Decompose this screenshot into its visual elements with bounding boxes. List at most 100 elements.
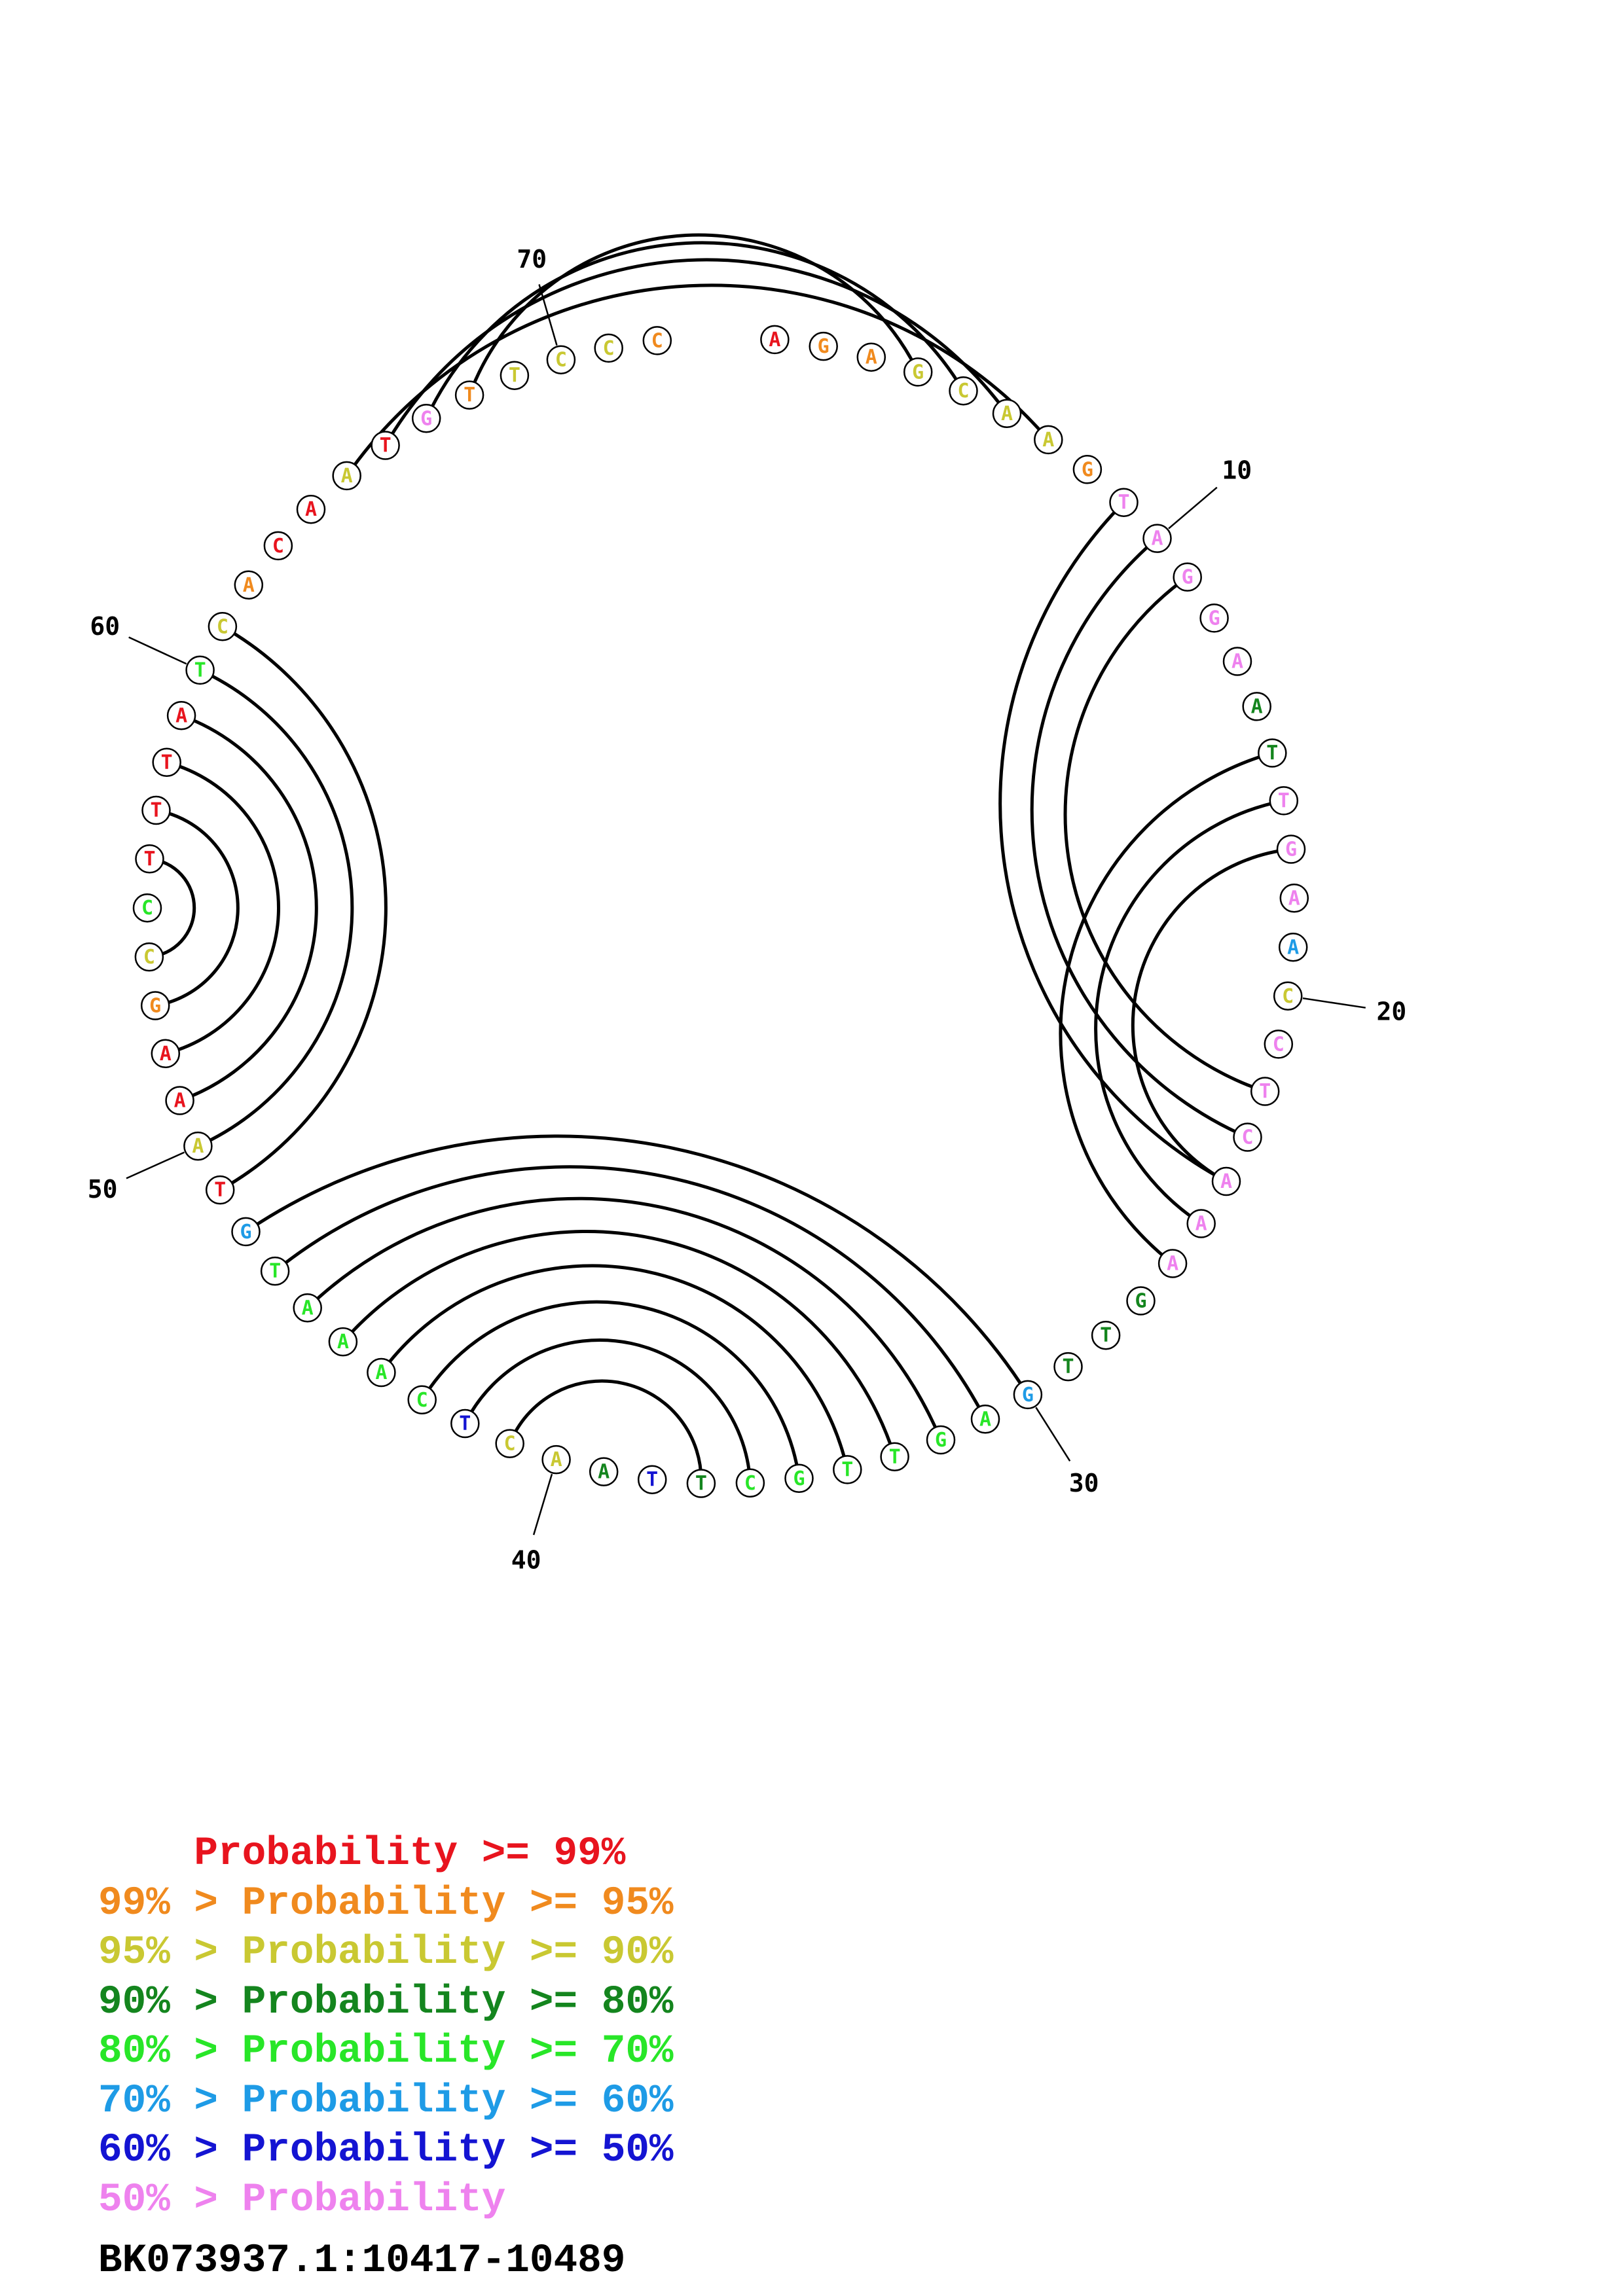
position-tick-line — [126, 1151, 185, 1179]
nucleotide-circle — [1072, 455, 1103, 484]
nucleotide-60: T — [185, 655, 215, 685]
nucleotide-16: T — [1269, 786, 1299, 816]
nucleotide-27: G — [1126, 1286, 1156, 1316]
nucleotide-circle — [880, 1442, 909, 1472]
nucleotide-letter: T — [464, 384, 475, 407]
nucleotide-70: C — [546, 345, 576, 374]
nucleotide-circle — [205, 1175, 235, 1205]
nucleotide-circle — [293, 1293, 322, 1323]
nucleotide-letter: T — [150, 799, 162, 822]
base-pair-arc — [197, 668, 354, 1148]
base-pair-arc — [467, 233, 920, 396]
position-tick-line — [538, 284, 558, 346]
nucleotide-71: C — [594, 333, 623, 363]
nucleotide-letter: A — [337, 1331, 349, 1354]
nucleotide-circle — [328, 1327, 358, 1357]
base-pair-arc — [1030, 537, 1249, 1139]
position-tick-line — [128, 636, 187, 665]
nucleotide-letter: G — [1135, 1290, 1146, 1313]
nucleotide-letter: T — [194, 659, 206, 682]
nucleotide-letter: C — [957, 380, 969, 403]
nucleotide-letter: G — [240, 1221, 251, 1244]
position-tick-line — [1168, 486, 1218, 529]
nucleotide-48: G — [231, 1217, 261, 1247]
position-tick-line — [1035, 1407, 1071, 1462]
nucleotide-circle — [903, 357, 933, 387]
nucleotide-letter: C — [1273, 1033, 1285, 1056]
nucleotide-circle — [856, 342, 886, 372]
nucleotide-50: A — [183, 1131, 213, 1161]
nucleotide-circle — [1278, 933, 1308, 962]
nucleotide-circle — [1013, 1380, 1043, 1410]
nucleotide-21: C — [1264, 1030, 1294, 1059]
nucleotide-circle — [411, 404, 441, 433]
base-pair-arc — [1094, 798, 1285, 1225]
nucleotide-circle — [140, 991, 170, 1020]
position-ticks: 10 20 30 40 50 60 70 — [88, 245, 1407, 1574]
nucleotide-letter: A — [1231, 651, 1243, 673]
nucleotide-letter: C — [143, 946, 155, 969]
nucleotide-circle — [735, 1468, 765, 1498]
nucleotide-43: C — [407, 1385, 437, 1415]
nucleotide-letter: A — [979, 1408, 991, 1431]
nucleotide-13: A — [1222, 647, 1252, 676]
nucleotide-letter: C — [1241, 1126, 1253, 1149]
nucleotide-28: T — [1091, 1320, 1121, 1350]
nucleotide-circle — [1279, 884, 1309, 913]
nucleotide-circle — [589, 1457, 619, 1486]
nucleotide-letter: A — [341, 465, 353, 488]
nucleotide-8: G — [1072, 455, 1103, 484]
nucleotide-letter: A — [1288, 887, 1300, 910]
base-pair-arc — [508, 1379, 703, 1484]
base-pair-arc — [306, 1196, 943, 1441]
nucleotide-circle — [1222, 647, 1252, 676]
position-tick-line — [1302, 997, 1366, 1009]
nucleotide-9: T — [1109, 488, 1139, 517]
nucleotide-circle — [949, 376, 978, 406]
nucleotide-letter: A — [1167, 1253, 1178, 1276]
nucleotide-62: A — [234, 570, 264, 600]
base-pair-arc — [219, 625, 388, 1192]
nucleotide-circle — [152, 747, 181, 778]
legend-row: 95% > Probability >= 90% — [98, 1930, 674, 1975]
nucleotide-letter: G — [420, 407, 432, 430]
legend-row: 80% > Probability >= 70% — [98, 2029, 674, 2074]
nucleotide-circle — [231, 1217, 261, 1247]
nucleotide-2: G — [809, 331, 838, 361]
nucleotide-letter: T — [1062, 1355, 1074, 1378]
nucleotide-circle — [141, 795, 171, 825]
nucleotide-63: C — [263, 531, 293, 561]
nucleotide-circle — [1173, 562, 1202, 592]
nucleotide-circle — [1269, 786, 1299, 816]
nucleotide-circle — [1158, 1249, 1188, 1278]
nucleotide-46: A — [293, 1293, 322, 1323]
nucleotide-letter: C — [555, 349, 567, 372]
base-pair-arc — [384, 258, 1009, 446]
nucleotide-letter: T — [161, 751, 173, 774]
nucleotide-64: A — [296, 494, 326, 524]
nucleotide-30: G — [1013, 1380, 1043, 1410]
nucleotide-letter: G — [149, 995, 161, 1018]
nucleotide-72: C — [642, 326, 672, 355]
nucleotide-letter: G — [1209, 607, 1220, 630]
nucleotide-circle — [185, 655, 215, 685]
nucleotide-letter: A — [769, 329, 780, 351]
nucleotide-4: G — [903, 357, 933, 387]
nucleotide-letter: A — [1220, 1170, 1232, 1193]
nucleotide-34: T — [833, 1455, 862, 1484]
nucleotide-letter: A — [1151, 528, 1163, 550]
nucleotide-19: A — [1278, 933, 1308, 962]
nucleotide-letter: C — [416, 1389, 428, 1412]
base-pair-arc — [245, 1134, 1030, 1396]
nucleotide-36: C — [735, 1468, 765, 1498]
nucleotide-circle — [165, 1086, 194, 1115]
nucleotide-circle — [686, 1469, 716, 1498]
nucleotide-51: A — [165, 1086, 194, 1115]
nucleotide-49: T — [205, 1175, 235, 1205]
nucleotide-12: G — [1199, 603, 1229, 633]
nucleotide-letter: A — [1251, 695, 1263, 718]
nucleotide-18: A — [1279, 884, 1309, 913]
nucleotide-circle — [134, 942, 164, 972]
nucleotide-circle — [407, 1385, 437, 1415]
